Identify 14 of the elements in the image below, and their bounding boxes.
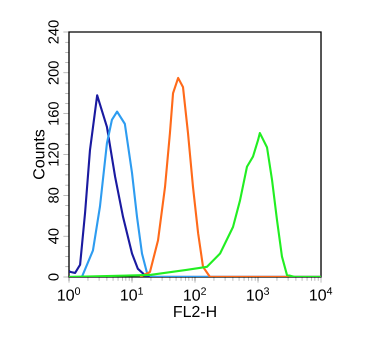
x-tick-label: 10$^{2}$ [184,287,206,301]
x-tick-label: 10$^{4}$ [310,287,332,301]
x-axis-title: FL2-H [174,306,216,317]
y-tick-label: 160 [48,102,59,125]
x-tick-label: 10$^{3}$ [247,287,270,301]
y-axis-title: Counts [33,130,44,179]
y-tick-label: 200 [48,61,59,84]
y-tick-label: 40 [48,228,59,244]
y-tick-label: 120 [48,142,59,166]
y-tick-label: 80 [48,188,59,203]
x-tick-label: 10$^{0}$ [58,287,80,301]
y-tick-label: 0 [48,274,59,280]
x-tick-label: 10$^{1}$ [121,287,143,301]
y-tick-label: 240 [48,20,59,44]
